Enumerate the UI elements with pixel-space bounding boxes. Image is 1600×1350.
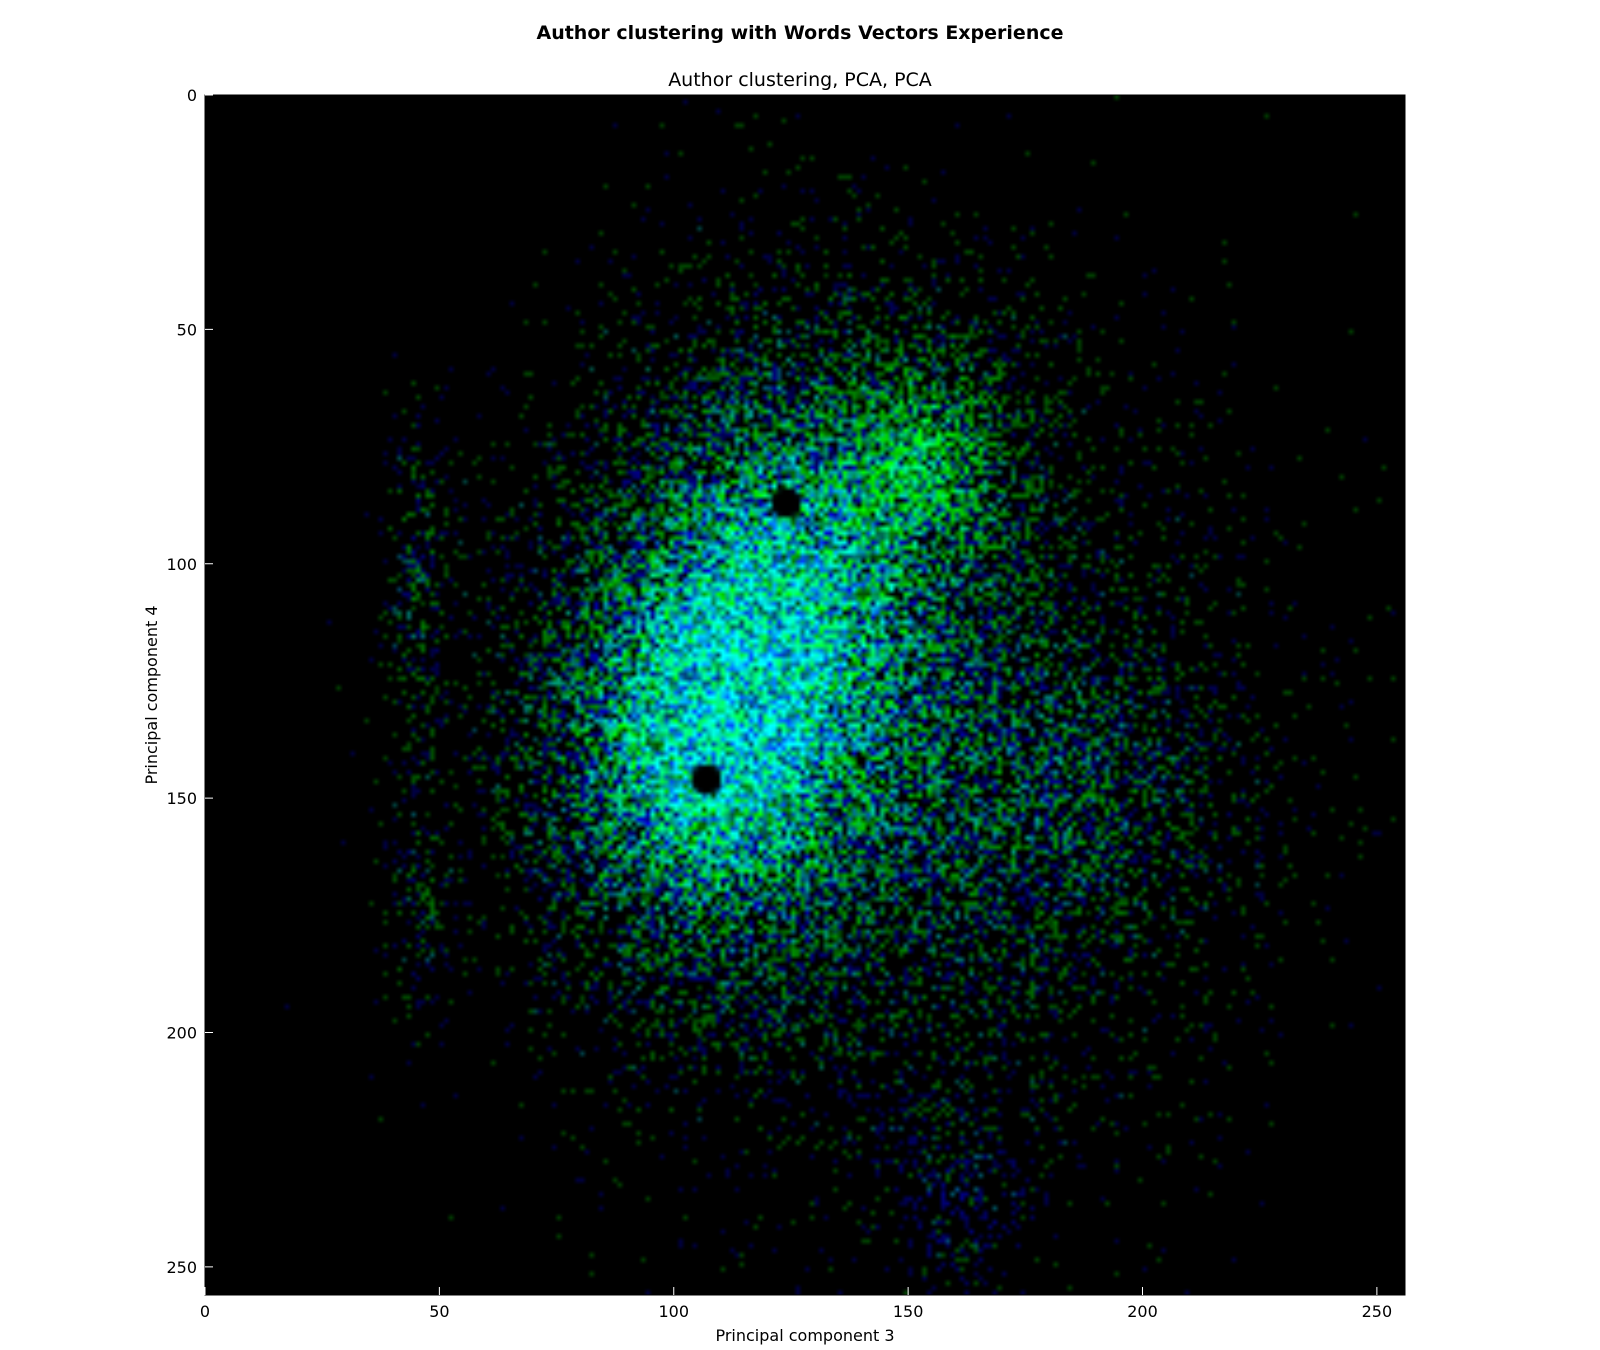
heatmap-image (205, 95, 1405, 1295)
y-tick-label: 200 (166, 1024, 197, 1043)
y-tick-label: 250 (166, 1258, 197, 1277)
y-tick-label: 100 (166, 555, 197, 574)
y-axis-ticks: 0 50 100 150 200 250 (166, 86, 213, 1277)
chart-title: Author clustering, PCA, PCA (668, 69, 932, 91)
figure-suptitle: Author clustering with Words Vectors Exp… (536, 22, 1064, 44)
x-tick-label: 200 (1127, 1302, 1158, 1321)
x-tick-label: 100 (658, 1302, 689, 1321)
x-tick-label: 150 (893, 1302, 924, 1321)
y-tick-label: 0 (187, 86, 197, 105)
y-tick-label: 50 (177, 320, 197, 339)
y-tick-label: 150 (166, 789, 197, 808)
x-axis-ticks: 0 50 100 150 200 250 (200, 1287, 1392, 1321)
x-axis-label: Principal component 3 (715, 1326, 894, 1345)
y-axis-label: Principal component 4 (142, 605, 161, 784)
x-tick-label: 250 (1362, 1302, 1393, 1321)
x-tick-label: 50 (429, 1302, 449, 1321)
x-tick-label: 0 (200, 1302, 210, 1321)
plot-frame (204, 94, 1406, 1296)
